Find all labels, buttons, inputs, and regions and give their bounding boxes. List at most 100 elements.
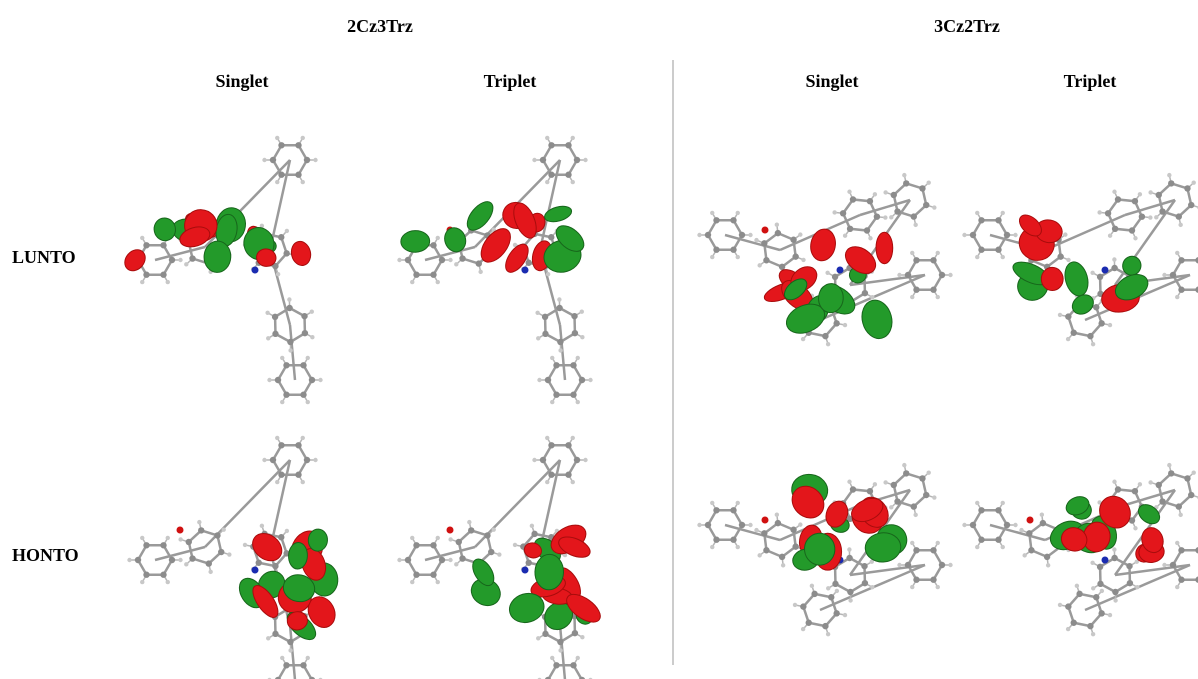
nitrogen	[252, 567, 259, 574]
hydrogen	[1112, 547, 1116, 551]
atom	[295, 442, 301, 448]
hydrogen	[936, 295, 940, 299]
atom	[930, 287, 936, 293]
hydrogen	[975, 545, 979, 549]
atom	[1065, 313, 1071, 319]
hydrogen	[140, 280, 144, 284]
nitrogen	[1102, 267, 1109, 274]
atom	[1188, 202, 1194, 208]
atom	[978, 217, 984, 223]
atom	[545, 377, 551, 383]
atom	[761, 530, 767, 536]
hydrogen	[868, 236, 872, 240]
nitrogen	[252, 267, 259, 274]
hydrogen	[285, 229, 289, 233]
hydrogen	[448, 558, 452, 562]
atom	[806, 620, 812, 626]
hydrogen	[870, 585, 874, 589]
atom	[198, 527, 204, 533]
atom	[713, 507, 719, 513]
hydrogen	[532, 158, 536, 162]
atom	[978, 537, 984, 543]
hydrogen	[288, 648, 292, 652]
nitrogen	[1102, 557, 1109, 564]
atom	[833, 320, 839, 326]
atom	[459, 555, 465, 561]
atom	[1129, 227, 1135, 233]
nitrogen	[522, 267, 529, 274]
hydrogen	[275, 136, 279, 140]
atom	[861, 563, 867, 569]
atom	[1097, 274, 1103, 280]
hydrogen	[571, 136, 575, 140]
hydrogen	[897, 273, 901, 277]
hydrogen	[580, 335, 584, 339]
atom	[847, 589, 853, 595]
hydrogen	[936, 585, 940, 589]
hydrogen	[801, 337, 805, 341]
atom	[278, 172, 284, 178]
hydrogen	[1162, 563, 1166, 567]
hydrogen	[1097, 210, 1101, 214]
atom	[862, 580, 868, 586]
atom	[792, 253, 798, 259]
atom	[218, 549, 224, 555]
atom	[1188, 492, 1194, 498]
atom	[542, 314, 548, 320]
hydrogen	[932, 205, 936, 209]
hydrogen	[889, 505, 893, 509]
hydrogen	[166, 580, 170, 584]
hydrogen	[536, 636, 540, 640]
atom	[557, 339, 563, 345]
hydrogen	[1175, 541, 1179, 545]
hydrogen	[897, 563, 901, 567]
atom	[847, 226, 853, 232]
atom	[570, 662, 576, 668]
column-header: Singlet	[215, 71, 268, 91]
atom	[278, 472, 284, 478]
oxygen	[1027, 517, 1034, 524]
hydrogen	[870, 295, 874, 299]
atom	[300, 362, 306, 368]
atom	[822, 333, 828, 339]
atom	[970, 232, 976, 238]
hydrogen	[266, 336, 270, 340]
atom	[1105, 210, 1111, 216]
atom	[553, 392, 559, 398]
atom	[160, 272, 166, 278]
atom	[189, 255, 195, 261]
hydrogen	[1148, 215, 1152, 219]
hydrogen	[848, 598, 852, 602]
hydrogen	[1162, 273, 1166, 277]
hydrogen	[580, 310, 584, 314]
atom	[565, 472, 571, 478]
hydrogen	[1175, 295, 1179, 299]
hydrogen	[280, 400, 284, 404]
hydrogen	[550, 400, 554, 404]
hydrogen	[736, 211, 740, 215]
hydrogen	[140, 536, 144, 540]
atom	[850, 196, 856, 202]
atom	[1071, 330, 1077, 336]
atom	[713, 537, 719, 543]
hydrogen	[843, 613, 847, 617]
atom	[275, 377, 281, 383]
atom	[800, 603, 806, 609]
hydrogen	[889, 215, 893, 219]
atom	[1184, 185, 1190, 191]
atom	[548, 442, 554, 448]
atom	[439, 557, 445, 563]
hydrogen	[536, 336, 540, 340]
hydrogen	[927, 180, 931, 184]
hydrogen	[1075, 584, 1079, 588]
hydrogen	[306, 400, 310, 404]
hydrogen	[260, 524, 264, 528]
atom	[206, 560, 212, 566]
atom	[214, 532, 220, 538]
hydrogen	[801, 258, 805, 262]
atom	[705, 232, 711, 238]
atom	[484, 532, 490, 538]
atom	[135, 557, 141, 563]
atom	[919, 185, 925, 191]
hydrogen	[262, 458, 266, 462]
